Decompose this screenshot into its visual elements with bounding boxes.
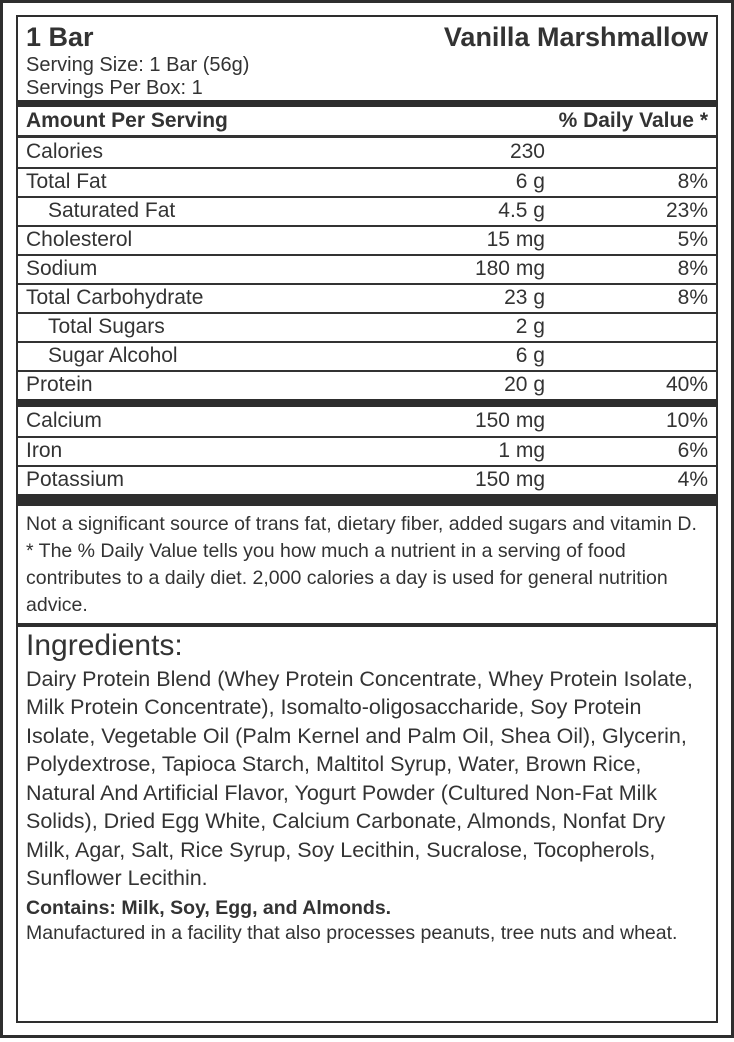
ingredients-text: Dairy Protein Blend (Whey Protein Concen… xyxy=(26,666,693,891)
footnotes-section: Not a significant source of trans fat, d… xyxy=(18,506,716,623)
label-header: 1 Bar Vanilla Marshmallow Serving Size: … xyxy=(18,17,716,100)
nutrient-row: Total Sugars 2 g xyxy=(18,311,716,341)
nutrient-daily-value: 23% xyxy=(665,199,708,223)
nutrient-amount: 6 g xyxy=(515,344,545,368)
nutrient-amount: 150 mg xyxy=(474,468,545,492)
nutrient-daily-value: 8% xyxy=(677,286,708,310)
nutrient-name: Total Fat xyxy=(26,170,107,194)
nutrient-name: Total Carbohydrate xyxy=(26,286,204,310)
minerals-table: Calcium 150 mg 10% Iron 1 mg 6% Potassiu… xyxy=(18,407,716,494)
nutrient-daily-value: 10% xyxy=(665,409,708,433)
nutrient-name: Potassium xyxy=(26,468,125,492)
nutrient-name: Iron xyxy=(26,439,63,463)
amount-per-serving-header: Amount Per Serving xyxy=(26,108,228,132)
nutrient-table: Calories 230 Total Fat 6 g 8% Saturated … xyxy=(18,138,716,399)
nutrient-daily-value: 8% xyxy=(677,257,708,281)
nutrient-amount: 2 g xyxy=(515,315,545,339)
nutrient-row: Potassium 150 mg 4% xyxy=(18,464,716,494)
header-row: 1 Bar Vanilla Marshmallow xyxy=(26,22,708,54)
daily-value-footnote: * The % Daily Value tells you how much a… xyxy=(26,539,668,616)
nutrient-name: Calories xyxy=(26,140,104,164)
nutrient-amount: 1 mg xyxy=(498,439,545,463)
manufactured-statement: Manufactured in a facility that also pro… xyxy=(26,921,678,944)
nutrient-row: Calories 230 xyxy=(18,138,716,167)
flavor-name: Vanilla Marshmallow xyxy=(443,22,708,52)
nutrient-row: Protein 20 g 40% xyxy=(18,369,716,399)
nutrient-amount: 180 mg xyxy=(474,257,545,281)
servings-per-box-line: Servings Per Box: 1 xyxy=(26,76,203,99)
nutrition-label-box: 1 Bar Vanilla Marshmallow Serving Size: … xyxy=(16,15,718,1023)
nutrient-name: Total Sugars xyxy=(48,315,165,339)
ingredients-divider-rule xyxy=(18,622,716,627)
nutrient-amount: 20 g xyxy=(504,373,545,397)
nutrient-row: Iron 1 mg 6% xyxy=(18,435,716,465)
nutrient-amount: 23 g xyxy=(504,286,545,310)
nutrient-row: Saturated Fat 4.5 g 23% xyxy=(18,195,716,225)
protein-minerals-divider-bar xyxy=(18,398,716,407)
nutrient-row: Sugar Alcohol 6 g xyxy=(18,340,716,370)
ingredients-section: Ingredients: Dairy Protein Blend (Whey P… xyxy=(18,627,716,952)
top-separator-bar xyxy=(18,99,716,107)
nutrient-daily-value: 4% xyxy=(677,468,708,492)
not-significant-footnote: Not a significant source of trans fat, d… xyxy=(26,512,697,535)
nutrient-row: Total Fat 6 g 8% xyxy=(18,166,716,196)
nutrient-amount: 6 g xyxy=(515,170,545,194)
nutrient-amount: 15 mg xyxy=(486,228,545,252)
nutrient-amount: 230 xyxy=(509,140,545,164)
nutrient-amount: 150 mg xyxy=(474,409,545,433)
nutrient-name: Protein xyxy=(26,373,93,397)
table-header-row: Amount Per Serving % Daily Value * xyxy=(18,107,716,138)
contains-statement: Contains: Milk, Soy, Egg, and Almonds. xyxy=(26,896,392,919)
product-quantity: 1 Bar xyxy=(26,22,94,52)
nutrient-row: Calcium 150 mg 10% xyxy=(18,407,716,436)
nutrient-daily-value: 6% xyxy=(677,439,708,463)
nutrient-daily-value: 8% xyxy=(677,170,708,194)
daily-value-header: % Daily Value * xyxy=(558,108,708,132)
nutrient-name: Saturated Fat xyxy=(48,199,176,223)
bottom-separator-bar xyxy=(18,493,716,506)
nutrient-amount: 4.5 g xyxy=(498,199,545,223)
nutrient-name: Sodium xyxy=(26,257,98,281)
serving-size-line: Serving Size: 1 Bar (56g) xyxy=(26,53,250,76)
nutrient-name: Calcium xyxy=(26,409,102,433)
nutrient-name: Sugar Alcohol xyxy=(48,344,178,368)
nutrient-row: Total Carbohydrate 23 g 8% xyxy=(18,282,716,312)
nutrient-row: Cholesterol 15 mg 5% xyxy=(18,224,716,254)
ingredients-heading: Ingredients: xyxy=(26,628,183,662)
nutrient-daily-value: 5% xyxy=(677,228,708,252)
nutrient-row: Sodium 180 mg 8% xyxy=(18,253,716,283)
nutrient-name: Cholesterol xyxy=(26,228,133,252)
nutrient-daily-value: 40% xyxy=(665,373,708,397)
